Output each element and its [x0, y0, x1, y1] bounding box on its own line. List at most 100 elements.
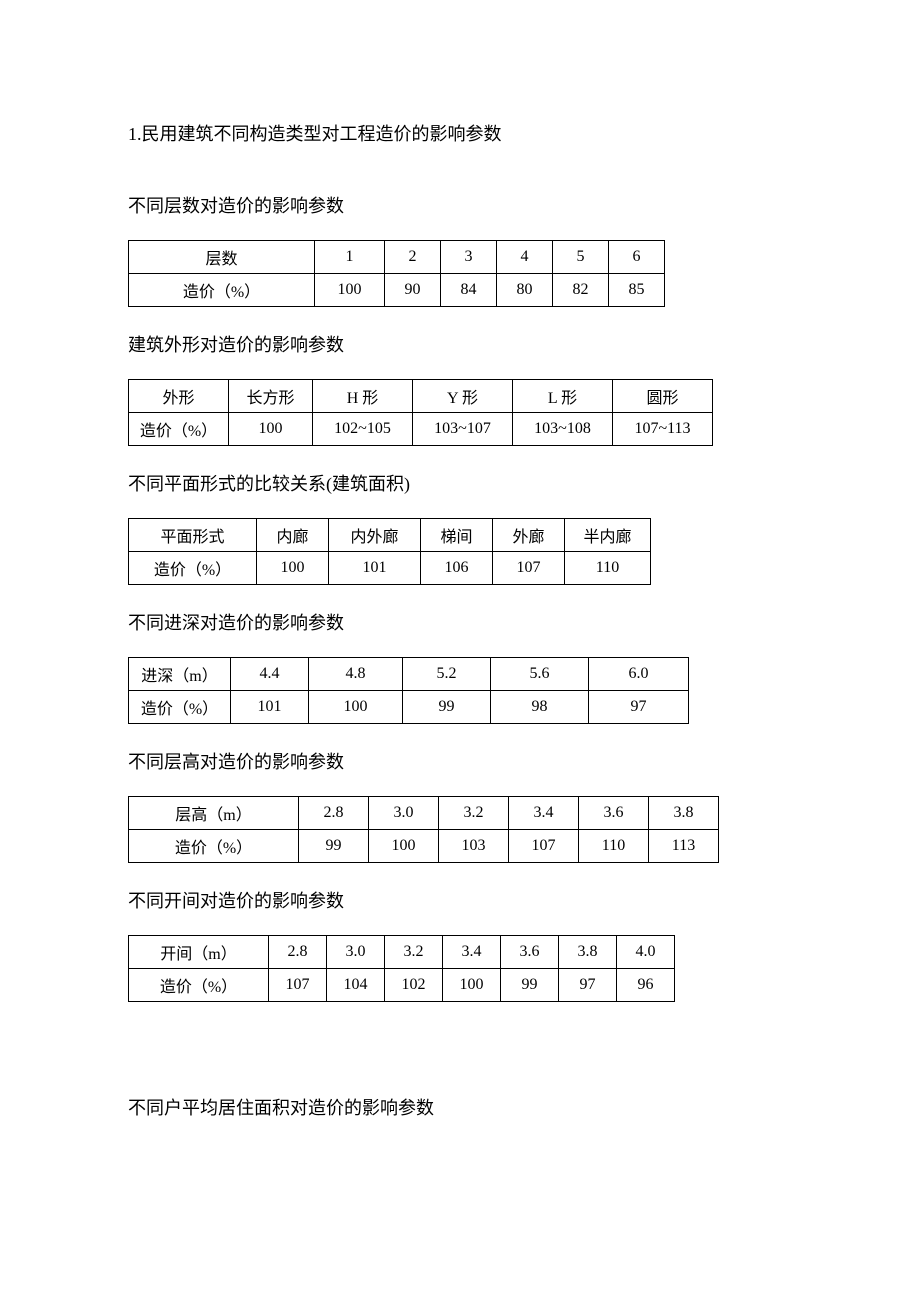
- cell: 85: [609, 274, 665, 307]
- cell: 3.2: [439, 797, 509, 830]
- cell: 3.2: [385, 936, 443, 969]
- cell: 2: [385, 241, 441, 274]
- cell: 4.8: [309, 658, 403, 691]
- cell: 100: [315, 274, 385, 307]
- row-label: 造价（%）: [129, 830, 299, 863]
- table-row: 造价（%） 107 104 102 100 99 97 96: [129, 969, 675, 1002]
- section7-title: 不同户平均居住面积对造价的影响参数: [128, 1094, 792, 1120]
- table-row: 进深（m） 4.4 4.8 5.2 5.6 6.0: [129, 658, 689, 691]
- cell: 101: [329, 552, 421, 585]
- spacer: [128, 1010, 792, 1070]
- header-cell: 进深（m）: [129, 658, 231, 691]
- cell: 3.6: [579, 797, 649, 830]
- cell: 107: [269, 969, 327, 1002]
- header-cell: 平面形式: [129, 519, 257, 552]
- cell: 3.8: [649, 797, 719, 830]
- table-row: 平面形式 内廊 内外廊 梯间 外廊 半内廊: [129, 519, 651, 552]
- cell: 84: [441, 274, 497, 307]
- row-label: 造价（%）: [129, 969, 269, 1002]
- cell: 内外廊: [329, 519, 421, 552]
- cell: 98: [491, 691, 589, 724]
- table-row: 造价（%） 99 100 103 107 110 113: [129, 830, 719, 863]
- row-label: 造价（%）: [129, 552, 257, 585]
- header-cell: 外形: [129, 380, 229, 413]
- table-row: 造价（%） 100 102~105 103~107 103~108 107~11…: [129, 413, 713, 446]
- cell: 102: [385, 969, 443, 1002]
- cell: 104: [327, 969, 385, 1002]
- cell: L 形: [513, 380, 613, 413]
- cell: 99: [501, 969, 559, 1002]
- cell: 5.2: [403, 658, 491, 691]
- cell: 2.8: [299, 797, 369, 830]
- cell: 1: [315, 241, 385, 274]
- cell: 3.4: [509, 797, 579, 830]
- cell: 梯间: [421, 519, 493, 552]
- cell: 100: [309, 691, 403, 724]
- section6-title: 不同开间对造价的影响参数: [128, 887, 792, 913]
- cell: 103~107: [413, 413, 513, 446]
- header-cell: 层高（m）: [129, 797, 299, 830]
- cell: 80: [497, 274, 553, 307]
- cell: 110: [565, 552, 651, 585]
- cell: 外廊: [493, 519, 565, 552]
- section5-title: 不同层高对造价的影响参数: [128, 748, 792, 774]
- cell: 4.0: [617, 936, 675, 969]
- cell: 106: [421, 552, 493, 585]
- cell: 110: [579, 830, 649, 863]
- cell: 3.6: [501, 936, 559, 969]
- cell: 4.4: [231, 658, 309, 691]
- cell: 100: [443, 969, 501, 1002]
- cell: 100: [369, 830, 439, 863]
- table-row: 层数 1 2 3 4 5 6: [129, 241, 665, 274]
- cell: 3.0: [327, 936, 385, 969]
- section2-title: 建筑外形对造价的影响参数: [128, 331, 792, 357]
- row-label: 造价（%）: [129, 691, 231, 724]
- cell: 96: [617, 969, 675, 1002]
- table-row: 造价（%） 101 100 99 98 97: [129, 691, 689, 724]
- cell: 107: [509, 830, 579, 863]
- cell: 101: [231, 691, 309, 724]
- table-bay: 开间（m） 2.8 3.0 3.2 3.4 3.6 3.8 4.0 造价（%） …: [128, 935, 675, 1002]
- cell: 半内廊: [565, 519, 651, 552]
- table-row: 层高（m） 2.8 3.0 3.2 3.4 3.6 3.8: [129, 797, 719, 830]
- cell: 2.8: [269, 936, 327, 969]
- table-shape: 外形 长方形 H 形 Y 形 L 形 圆形 造价（%） 100 102~105 …: [128, 379, 713, 446]
- cell: 99: [403, 691, 491, 724]
- cell: 102~105: [313, 413, 413, 446]
- section1-title: 不同层数对造价的影响参数: [128, 192, 792, 218]
- cell: 100: [229, 413, 313, 446]
- table-row: 外形 长方形 H 形 Y 形 L 形 圆形: [129, 380, 713, 413]
- header-cell: 层数: [129, 241, 315, 274]
- table-floor-height: 层高（m） 2.8 3.0 3.2 3.4 3.6 3.8 造价（%） 99 1…: [128, 796, 719, 863]
- cell: 100: [257, 552, 329, 585]
- cell: 103~108: [513, 413, 613, 446]
- main-title: 1.民用建筑不同构造类型对工程造价的影响参数: [128, 120, 792, 146]
- cell: 113: [649, 830, 719, 863]
- row-label: 造价（%）: [129, 413, 229, 446]
- table-plan-form: 平面形式 内廊 内外廊 梯间 外廊 半内廊 造价（%） 100 101 106 …: [128, 518, 651, 585]
- cell: 6.0: [589, 658, 689, 691]
- cell: 3: [441, 241, 497, 274]
- table-row: 造价（%） 100 101 106 107 110: [129, 552, 651, 585]
- cell: 107~113: [613, 413, 713, 446]
- cell: 82: [553, 274, 609, 307]
- table-depth: 进深（m） 4.4 4.8 5.2 5.6 6.0 造价（%） 101 100 …: [128, 657, 689, 724]
- cell: 5.6: [491, 658, 589, 691]
- cell: 3.8: [559, 936, 617, 969]
- section4-title: 不同进深对造价的影响参数: [128, 609, 792, 635]
- cell: 5: [553, 241, 609, 274]
- table-row: 造价（%） 100 90 84 80 82 85: [129, 274, 665, 307]
- cell: 6: [609, 241, 665, 274]
- cell: 103: [439, 830, 509, 863]
- cell: 97: [589, 691, 689, 724]
- row-label: 造价（%）: [129, 274, 315, 307]
- cell: Y 形: [413, 380, 513, 413]
- cell: 90: [385, 274, 441, 307]
- table-floors: 层数 1 2 3 4 5 6 造价（%） 100 90 84 80 82 85: [128, 240, 665, 307]
- header-cell: 开间（m）: [129, 936, 269, 969]
- cell: 内廊: [257, 519, 329, 552]
- cell: H 形: [313, 380, 413, 413]
- section3-title: 不同平面形式的比较关系(建筑面积): [128, 470, 792, 496]
- cell: 107: [493, 552, 565, 585]
- cell: 97: [559, 969, 617, 1002]
